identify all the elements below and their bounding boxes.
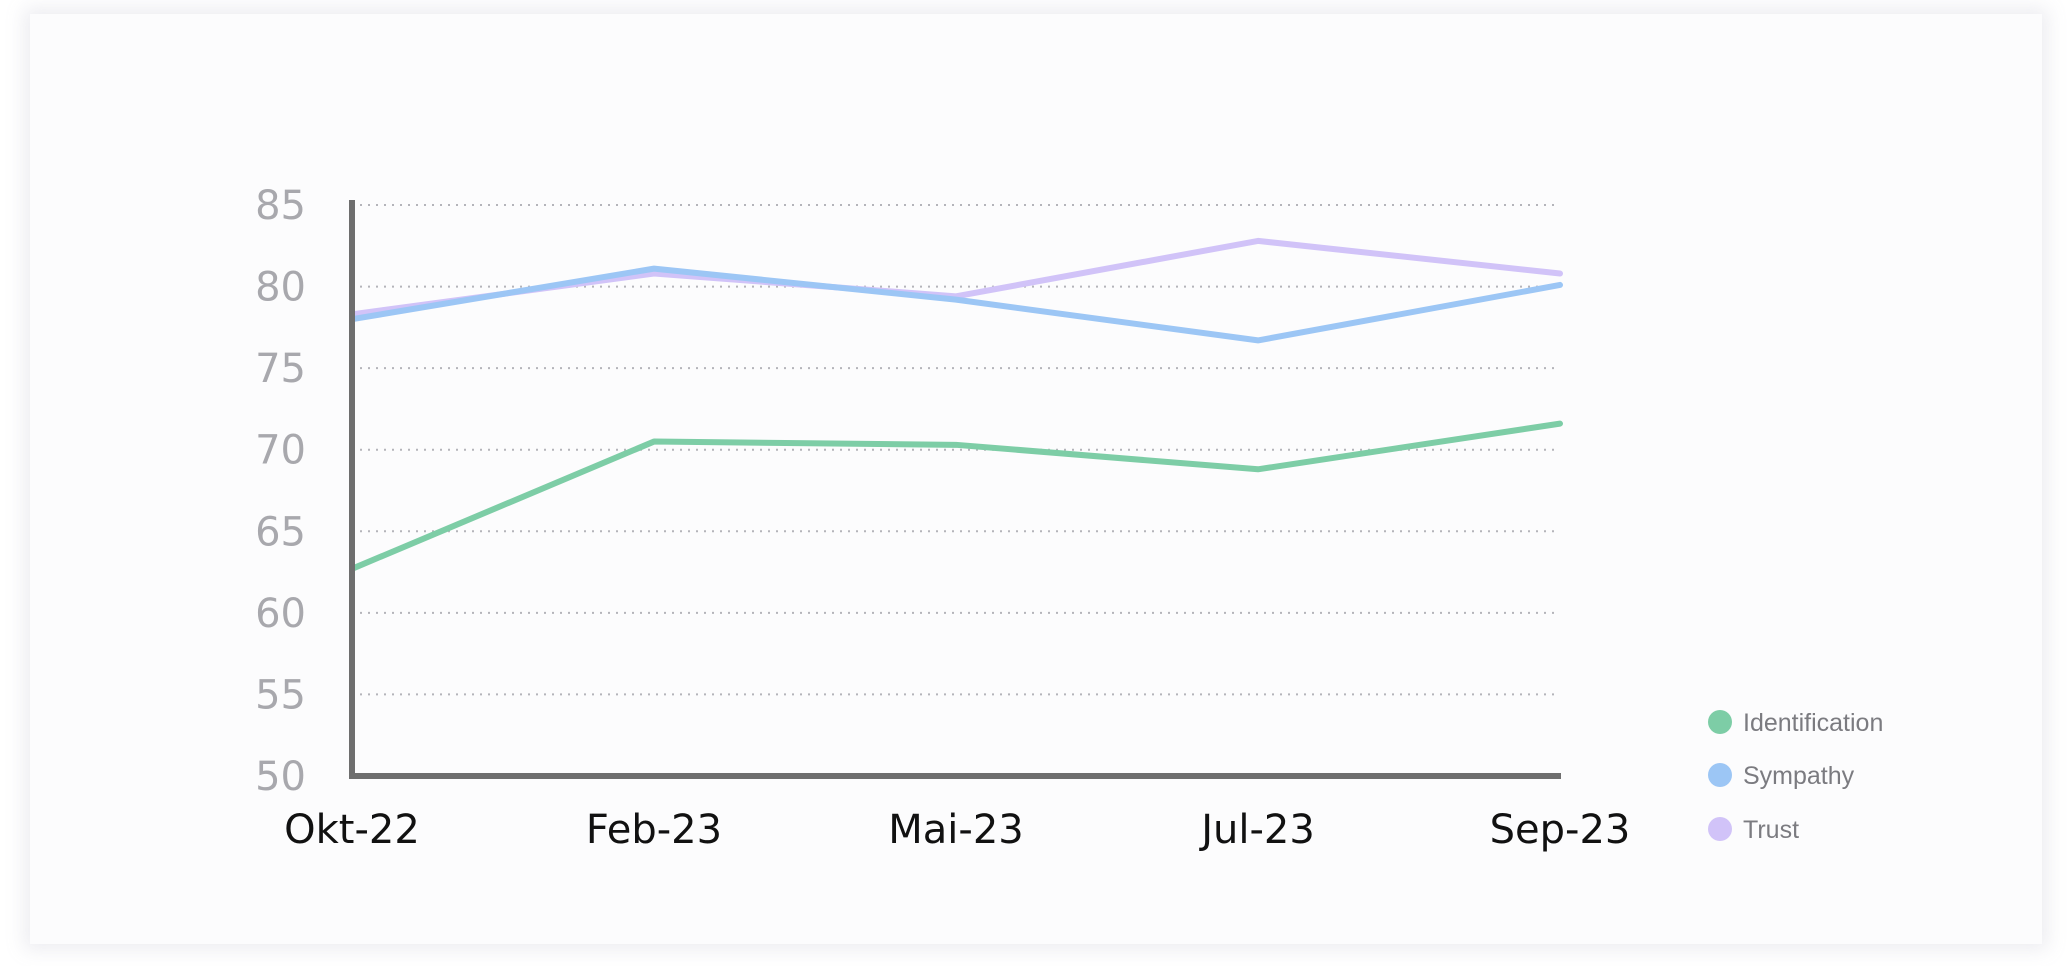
data-point-identification: [653, 441, 655, 443]
y-tick-label: 75: [255, 346, 306, 392]
x-tick-label: Okt-22: [284, 807, 420, 853]
data-point-sympathy: [1559, 284, 1561, 286]
data-point-identification: [1559, 423, 1561, 425]
series-lines: [349, 237, 1563, 572]
y-tick-label: 65: [255, 509, 306, 555]
x-tick-label: Jul-23: [1198, 807, 1315, 853]
data-point-sympathy: [955, 299, 957, 301]
series-line-sympathy: [349, 265, 1563, 344]
x-tick-label: Mai-23: [888, 807, 1023, 853]
x-tick-label: Feb-23: [586, 807, 722, 853]
data-point-sympathy: [653, 268, 655, 270]
legend-marker: [1708, 710, 1732, 734]
chart-card: [30, 14, 2042, 944]
legend-marker: [1708, 817, 1732, 841]
data-point-trust: [1559, 273, 1561, 275]
y-tick-label: 85: [255, 183, 306, 229]
legend-item-identification: Identification: [1708, 709, 1883, 737]
legend: Identification Sympathy Trust: [1708, 709, 1883, 844]
legend-marker: [1708, 763, 1732, 787]
data-point-sympathy: [1257, 339, 1259, 341]
data-point-trust: [1257, 240, 1259, 242]
y-axis-ticks: 50 55 60 65 70 75 80 85: [255, 183, 306, 800]
y-tick-label: 55: [255, 672, 306, 718]
legend-label: Sympathy: [1743, 762, 1855, 790]
data-point-trust: [653, 273, 655, 275]
y-tick-label: 60: [255, 591, 306, 637]
data-point-identification: [955, 444, 957, 446]
y-tick-label: 50: [255, 754, 306, 800]
x-axis-ticks: Okt-22 Feb-23 Mai-23 Jul-23 Sep-23: [284, 807, 1630, 853]
series-line-trust: [349, 237, 1563, 318]
data-point-identification: [1257, 468, 1259, 470]
legend-item-sympathy: Sympathy: [1708, 762, 1855, 790]
legend-item-trust: Trust: [1708, 816, 1799, 844]
legend-label: Trust: [1743, 816, 1799, 844]
series-line-identification: [349, 420, 1563, 572]
legend-label: Identification: [1743, 709, 1883, 737]
y-tick-label: 70: [255, 428, 306, 474]
x-tick-label: Sep-23: [1490, 807, 1631, 853]
y-tick-label: 80: [255, 265, 306, 311]
